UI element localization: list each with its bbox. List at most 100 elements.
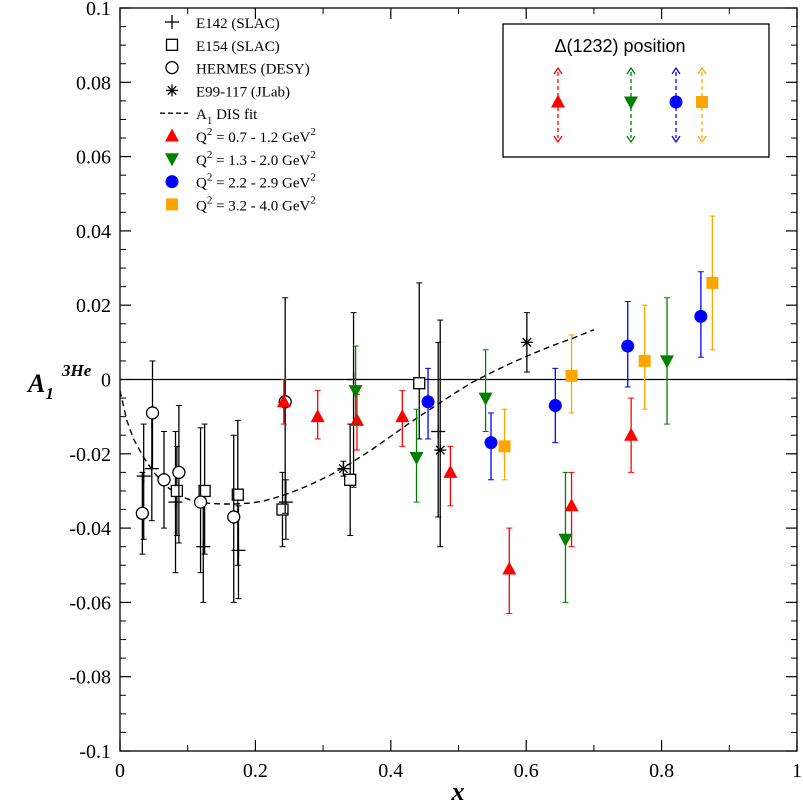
legend-entry: Q2 = 3.2 - 4.0 GeV2 (166, 194, 316, 214)
marker-star (434, 444, 447, 457)
legend-rest: = 1.3 - 2.0 GeV (212, 153, 310, 169)
triangle-down (348, 385, 363, 399)
y-tick-label: -0.04 (69, 518, 111, 540)
triangle-up (564, 498, 579, 512)
triangle-down (660, 355, 675, 369)
square-open (165, 38, 179, 51)
x-axis-label: x (451, 777, 465, 804)
legend-entry: Q2 = 0.7 - 1.2 GeV2 (165, 126, 316, 146)
marker-plus (165, 15, 179, 29)
marker-triangle-up (502, 561, 517, 575)
triangle-up (276, 394, 291, 408)
data-point (227, 434, 241, 603)
marker-triangle-up (165, 128, 179, 142)
marker-circle (165, 60, 179, 75)
circle-filled (421, 395, 435, 409)
y-tick-label: -0.02 (69, 444, 111, 466)
star-arm (522, 337, 532, 348)
data-point (231, 419, 244, 566)
marker-circle (172, 465, 186, 480)
legend-sub: 1 (207, 115, 213, 127)
legend-label: E154 (SLAC) (196, 39, 280, 55)
marker-triangle-up (624, 427, 639, 441)
arrow-down-icon (553, 135, 563, 144)
circle-filled (621, 339, 635, 353)
marker-triangle-up (564, 498, 579, 512)
circle-open (227, 510, 241, 524)
data-point (157, 431, 171, 529)
triangle-up (502, 561, 517, 575)
triangle-down (478, 392, 493, 406)
data-point (168, 431, 183, 574)
marker-circle (157, 473, 171, 487)
circle-open (157, 473, 171, 487)
triangle-up (443, 464, 458, 478)
y-label-sub: 1 (45, 384, 54, 403)
marker-triangle-down (348, 385, 363, 399)
marker-triangle-up (551, 94, 565, 108)
arrow-up-icon (697, 66, 707, 75)
inset-marker (696, 66, 708, 144)
data-point (621, 300, 635, 388)
legend-sup: 2 (207, 149, 213, 161)
y-tick-label: 0.02 (76, 295, 111, 317)
marker-triangle-up (349, 412, 364, 426)
marker-triangle-up (276, 394, 291, 408)
arrow-down-icon (671, 135, 681, 144)
inset-marker (669, 66, 683, 144)
data-point (310, 390, 325, 440)
marker-square (198, 484, 211, 498)
square-filled (638, 354, 651, 367)
marker-plus (196, 539, 211, 554)
legend-sup: 2 (207, 194, 213, 206)
inset-marker (624, 66, 638, 144)
legend-label: E99-117 (JLab) (196, 84, 290, 100)
circle-open (193, 495, 208, 509)
circle-filled (669, 95, 683, 109)
marker-star (520, 336, 533, 349)
square-open (413, 377, 426, 390)
data-point (502, 527, 517, 615)
data-point (136, 423, 151, 540)
square-open (170, 484, 184, 498)
marker-circle-filled (694, 309, 708, 323)
marker-square-filled (638, 354, 651, 367)
x-tick-label: 0.2 (243, 760, 268, 782)
legend-text: A (196, 107, 207, 123)
circle-open (145, 406, 160, 420)
marker-square-filled (696, 96, 708, 108)
arrow-down-icon (697, 135, 707, 144)
marker-triangle-up (443, 464, 458, 478)
marker-square (165, 38, 179, 51)
x-tick-label: 0 (115, 760, 125, 782)
x-tick-label: 0.4 (378, 760, 403, 782)
marker-plus (431, 424, 446, 439)
legend-rest: = 3.2 - 4.0 GeV (212, 198, 310, 214)
marker-triangle-down (558, 533, 573, 547)
marker-plus (136, 469, 151, 484)
marker-square-filled (565, 369, 578, 382)
data-point (276, 471, 289, 548)
circle-filled (484, 436, 498, 450)
data-point (565, 334, 578, 414)
marker-circle-filled (165, 175, 179, 189)
legend-entry: E154 (SLAC) (165, 38, 280, 55)
legend-label: Q2 = 1.3 - 2.0 GeV2 (196, 149, 316, 169)
data-point (395, 390, 410, 447)
legend-text: Q (196, 153, 207, 169)
x-tick-label: 0.6 (514, 760, 539, 782)
marker-circle-filled (548, 399, 562, 413)
data-point (172, 405, 186, 544)
y-label-sup: 3He (61, 361, 92, 380)
triangle-up (551, 94, 565, 108)
data-point (409, 408, 424, 503)
data-point (198, 423, 211, 555)
arrow-up-icon (671, 66, 681, 75)
circle-open (172, 465, 186, 480)
triangle-up (349, 412, 364, 426)
data-point (478, 349, 493, 433)
legend-entry: E99-117 (JLab) (166, 84, 290, 100)
axes: -0.1 -0.08 -0.06 -0.04 -0.02 0 0.02 0.04 0.06 0.0… (69, 0, 802, 782)
y-tick-label: -0.06 (69, 592, 111, 614)
data-point (413, 282, 426, 440)
